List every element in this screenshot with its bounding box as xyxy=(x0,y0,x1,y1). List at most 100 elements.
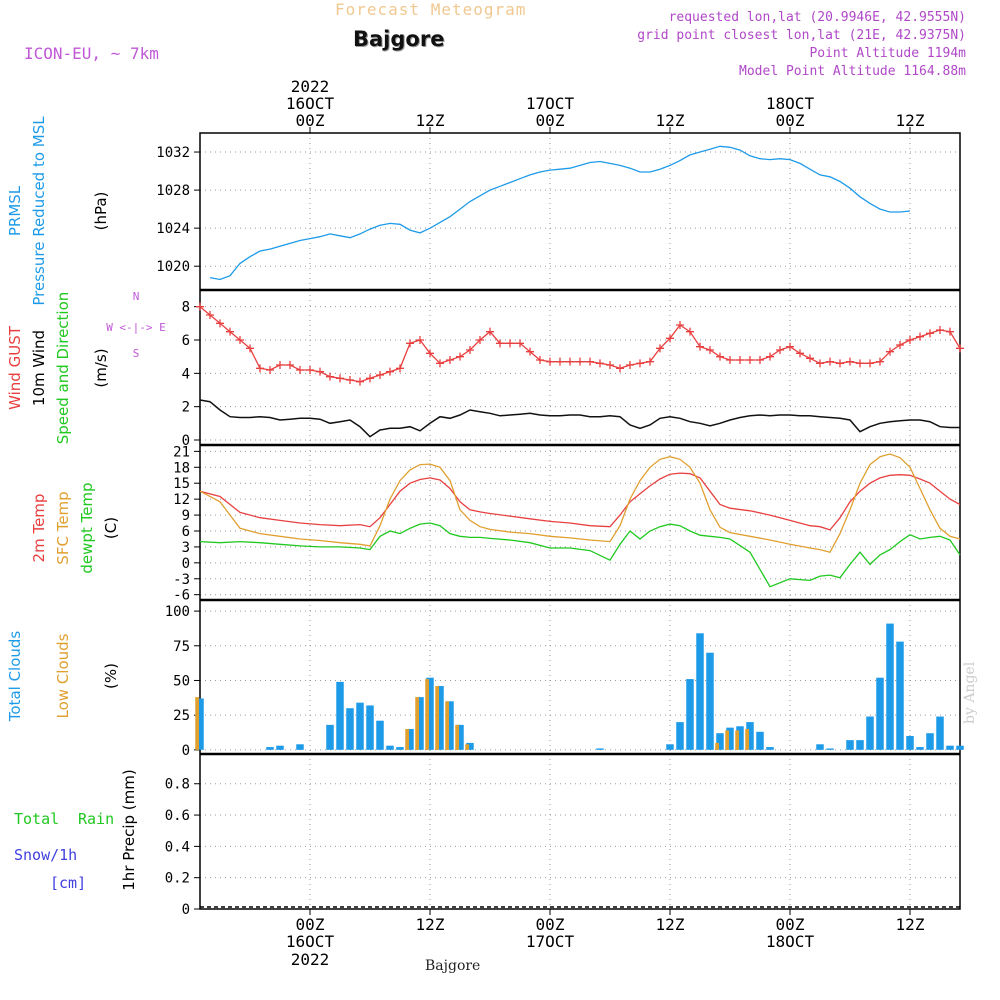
y-tick-label: 50 xyxy=(173,673,190,689)
total-cloud-bar xyxy=(466,742,474,750)
location-title: Bajgore xyxy=(353,27,445,51)
y-tick-label: 9 xyxy=(182,508,190,524)
gust-marker xyxy=(796,349,804,358)
gust-marker xyxy=(486,327,494,336)
gust-marker xyxy=(526,347,534,356)
y-tick-label: 1020 xyxy=(156,259,190,275)
total-cloud-bar xyxy=(276,745,284,750)
x-tick-hour-top: 00Z xyxy=(296,111,325,130)
temp-dewpt-line xyxy=(199,522,961,588)
gust-marker xyxy=(866,359,874,368)
total-cloud-bar xyxy=(706,652,714,750)
y-tick-label: 1024 xyxy=(156,221,190,237)
x-tick-hour-bottom: 12Z xyxy=(656,915,685,934)
gust-marker xyxy=(476,336,484,344)
total-cloud-bar xyxy=(676,722,684,750)
y-tick-label: 3 xyxy=(182,540,190,556)
gust-marker xyxy=(856,359,864,368)
clouds-unit: (%) xyxy=(102,663,120,689)
y-tick-label: 25 xyxy=(173,708,190,724)
total-rain-label-rain: Rain xyxy=(78,810,114,828)
temp-dewpt-label: dewpt Temp xyxy=(78,482,96,573)
gust-marker xyxy=(766,352,774,361)
total-cloud-bar xyxy=(196,698,204,750)
gust-marker xyxy=(896,341,904,349)
x-tick-hour-top: 12Z xyxy=(896,111,925,130)
y-tick-label: 12 xyxy=(173,492,190,508)
wind-speed-line xyxy=(199,399,960,438)
x-tick-hour-bottom: 00Z xyxy=(296,915,325,934)
gust-marker xyxy=(846,357,854,366)
compass-south: S xyxy=(133,347,140,360)
gust-marker xyxy=(916,332,924,341)
pressure-unit: (hPa) xyxy=(92,192,110,231)
gust-marker xyxy=(346,376,354,384)
gust-marker xyxy=(536,356,544,364)
pressure-label-short: PRMSL xyxy=(6,185,24,236)
gust-marker xyxy=(656,344,664,353)
y-tick-label: 0 xyxy=(182,743,190,759)
total-cloud-bar xyxy=(446,701,454,750)
total-cloud-bar xyxy=(886,623,894,750)
gust-marker xyxy=(926,329,934,338)
y-tick-label: 4 xyxy=(182,366,190,382)
total-cloud-bar xyxy=(906,735,914,750)
total-cloud-bar xyxy=(426,677,434,750)
low-cloud-bar xyxy=(425,679,429,750)
temp-sfc-line xyxy=(199,453,961,553)
wind-speed-dir-label: Speed and Direction xyxy=(54,292,72,445)
gust-marker xyxy=(356,377,364,386)
gust-marker xyxy=(666,334,674,343)
total-cloud-bar xyxy=(336,681,344,750)
low-cloud-bar xyxy=(725,730,729,750)
y-tick-label: -3 xyxy=(173,572,190,588)
total-cloud-bar xyxy=(376,720,384,750)
low-cloud-bar xyxy=(465,744,469,750)
low-cloud-bar xyxy=(735,730,739,750)
gust-marker xyxy=(196,302,204,311)
total-cloud-bar xyxy=(926,733,934,750)
gust-marker xyxy=(696,342,704,351)
total-cloud-bar xyxy=(416,697,424,750)
y-tick-label: 18 xyxy=(173,460,190,476)
x-tick-hour-bottom: 00Z xyxy=(536,915,565,934)
grid-point-coords: grid point closest lon,lat (21E, 42.9375… xyxy=(637,28,966,43)
x-tick-date-bottom: 16OCT xyxy=(286,932,335,951)
total-cloud-bar xyxy=(716,733,724,750)
y-tick-label: 0 xyxy=(182,433,190,449)
gust-marker xyxy=(736,356,744,364)
y-tick-label: 21 xyxy=(173,444,190,460)
x-year-top: 2022 xyxy=(291,77,330,96)
x-tick-date-bottom: 18OCT xyxy=(766,932,815,951)
y-tick-label: 6 xyxy=(182,524,190,540)
total-cloud-bar xyxy=(666,744,674,750)
y-tick-label: 1032 xyxy=(156,145,190,161)
gust-marker xyxy=(946,327,954,336)
gust-marker xyxy=(546,357,554,366)
gust-marker xyxy=(436,359,444,368)
total-cloud-bar xyxy=(686,679,694,750)
requested-coords: requested lon,lat (20.9946E, 42.9555N) xyxy=(668,10,966,25)
gust-marker xyxy=(616,364,624,373)
gust-marker xyxy=(306,366,314,374)
gust-marker xyxy=(366,374,374,383)
x-tick-date-top: 16OCT xyxy=(286,94,335,113)
model-label: ICON-EU, ~ 7km xyxy=(24,44,159,63)
temp-2m-label: 2m Temp xyxy=(30,494,48,563)
gust-marker xyxy=(556,357,564,366)
low-cloud-bar xyxy=(195,697,199,750)
gust-marker xyxy=(456,352,464,361)
y-tick-label: 15 xyxy=(173,476,190,492)
x-tick-date-top: 18OCT xyxy=(766,94,815,113)
gust-marker xyxy=(376,371,384,379)
gust-marker xyxy=(676,321,684,329)
low-cloud-bar xyxy=(745,729,749,750)
total-cloud-bar xyxy=(876,677,884,750)
total-cloud-bar xyxy=(366,705,374,750)
gust-marker xyxy=(626,361,634,369)
gust-marker xyxy=(936,326,944,334)
y-tick-label: 6 xyxy=(182,333,190,349)
gust-marker xyxy=(236,336,244,344)
total-cloud-bar xyxy=(826,748,834,750)
x-year-bottom: 2022 xyxy=(291,950,330,969)
